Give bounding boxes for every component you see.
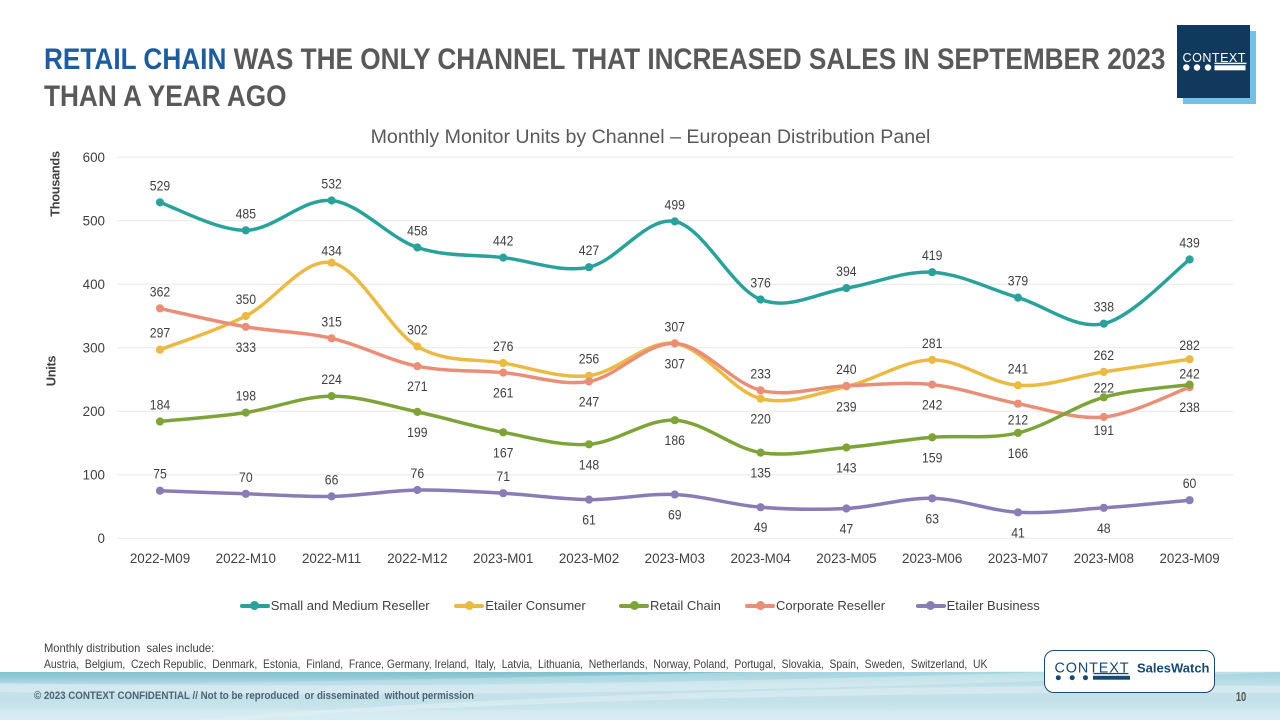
svg-text:2023-M06: 2023-M06	[902, 551, 962, 566]
svg-text:247: 247	[579, 394, 599, 410]
svg-text:376: 376	[750, 275, 770, 291]
svg-text:76: 76	[411, 465, 425, 481]
svg-text:362: 362	[150, 284, 170, 300]
svg-text:60: 60	[1183, 475, 1197, 491]
svg-text:238: 238	[1179, 399, 1199, 415]
svg-text:48: 48	[1097, 520, 1111, 536]
svg-text:199: 199	[407, 424, 427, 440]
svg-text:47: 47	[840, 521, 854, 537]
svg-text:Thousands: Thousands	[48, 151, 63, 217]
svg-text:427: 427	[579, 242, 599, 258]
svg-text:442: 442	[493, 233, 513, 249]
svg-text:0: 0	[98, 531, 105, 546]
svg-text:233: 233	[750, 365, 770, 381]
svg-text:2023-M09: 2023-M09	[1159, 551, 1219, 566]
svg-text:70: 70	[239, 469, 253, 485]
svg-text:256: 256	[579, 351, 599, 367]
svg-text:61: 61	[582, 512, 596, 528]
svg-text:2022-M10: 2022-M10	[216, 551, 276, 566]
svg-text:439: 439	[1179, 235, 1199, 251]
svg-text:191: 191	[1094, 422, 1114, 438]
svg-text:71: 71	[496, 468, 510, 484]
svg-text:167: 167	[493, 444, 513, 460]
svg-text:400: 400	[83, 277, 105, 292]
svg-text:271: 271	[407, 378, 427, 394]
svg-text:Units: Units	[44, 356, 59, 387]
svg-text:49: 49	[754, 519, 768, 535]
svg-text:500: 500	[83, 214, 105, 229]
svg-text:2022-M12: 2022-M12	[387, 551, 447, 566]
svg-text:2023-M05: 2023-M05	[816, 551, 876, 566]
svg-text:529: 529	[150, 178, 170, 194]
svg-text:315: 315	[321, 313, 341, 329]
svg-text:75: 75	[153, 466, 167, 482]
svg-text:100: 100	[83, 468, 105, 483]
svg-text:333: 333	[236, 339, 256, 355]
svg-text:CONTEXT: CONTEXT	[1055, 661, 1130, 677]
svg-text:2022-M11: 2022-M11	[302, 551, 361, 566]
svg-text:485: 485	[236, 205, 256, 221]
svg-text:200: 200	[83, 404, 105, 419]
svg-text:41: 41	[1011, 524, 1025, 540]
svg-text:2023-M01: 2023-M01	[473, 551, 533, 566]
svg-text:CONTEXT: CONTEXT	[1183, 51, 1247, 65]
svg-text:212: 212	[1008, 412, 1028, 428]
svg-text:600: 600	[83, 150, 105, 165]
svg-text:135: 135	[750, 465, 770, 481]
svg-text:63: 63	[925, 510, 939, 526]
svg-text:297: 297	[150, 325, 170, 341]
svg-text:338: 338	[1094, 299, 1114, 315]
svg-text:242: 242	[922, 397, 942, 413]
svg-text:419: 419	[922, 247, 942, 263]
svg-text:532: 532	[321, 176, 341, 192]
svg-text:242: 242	[1179, 366, 1199, 382]
svg-text:300: 300	[83, 341, 105, 356]
svg-text:240: 240	[836, 361, 856, 377]
svg-text:159: 159	[922, 449, 942, 465]
svg-text:186: 186	[665, 432, 685, 448]
svg-text:69: 69	[668, 507, 682, 523]
svg-text:184: 184	[150, 397, 170, 413]
svg-text:148: 148	[579, 456, 599, 472]
svg-text:394: 394	[836, 263, 856, 279]
svg-text:307: 307	[665, 356, 685, 372]
svg-text:281: 281	[922, 335, 942, 351]
svg-text:2023-M04: 2023-M04	[730, 551, 791, 566]
svg-text:2023-M02: 2023-M02	[559, 551, 619, 566]
svg-text:224: 224	[321, 371, 341, 387]
svg-text:SalesWatch: SalesWatch	[1137, 661, 1210, 676]
svg-text:2023-M07: 2023-M07	[988, 551, 1048, 566]
svg-text:2023-M08: 2023-M08	[1074, 551, 1134, 566]
svg-text:2023-M03: 2023-M03	[645, 551, 705, 566]
svg-text:220: 220	[750, 411, 770, 427]
svg-text:2022-M09: 2022-M09	[130, 551, 190, 566]
svg-text:276: 276	[493, 338, 513, 354]
svg-text:222: 222	[1094, 379, 1114, 395]
svg-text:307: 307	[665, 319, 685, 335]
svg-text:261: 261	[493, 385, 513, 401]
svg-text:166: 166	[1008, 445, 1028, 461]
svg-text:262: 262	[1094, 347, 1114, 363]
svg-text:499: 499	[665, 197, 685, 213]
svg-text:282: 282	[1179, 337, 1199, 353]
svg-text:66: 66	[325, 472, 339, 488]
svg-text:241: 241	[1008, 360, 1028, 376]
svg-text:434: 434	[321, 243, 341, 259]
svg-text:198: 198	[236, 388, 256, 404]
svg-text:379: 379	[1008, 273, 1028, 289]
svg-text:302: 302	[407, 322, 427, 338]
svg-text:143: 143	[836, 460, 856, 476]
svg-text:458: 458	[407, 223, 427, 239]
svg-text:239: 239	[836, 399, 856, 415]
svg-text:350: 350	[236, 291, 256, 307]
